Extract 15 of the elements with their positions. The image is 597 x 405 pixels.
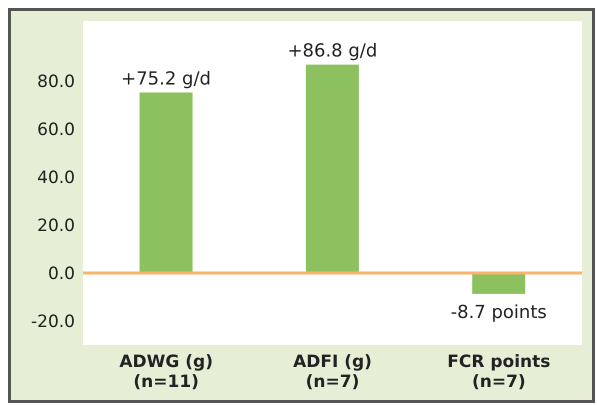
y-tick-label: 40.0 [37, 168, 75, 188]
y-tick-label: 80.0 [37, 72, 75, 92]
x-tick-label: FCR points (n=7) [447, 352, 550, 392]
x-tick-label: ADFI (g) (n=7) [293, 352, 372, 392]
y-tick-label: 0.0 [48, 264, 75, 284]
data-label: -8.7 points [450, 302, 547, 323]
y-tick-label: 60.0 [37, 120, 75, 140]
x-tick-label: ADWG (g) (n=11) [119, 352, 213, 392]
y-tick-label: 20.0 [37, 216, 75, 236]
bar [140, 92, 193, 273]
data-label: +75.2 g/d [121, 68, 211, 90]
y-tick-label: -20.0 [31, 312, 75, 332]
bar [472, 273, 526, 294]
bar [306, 64, 359, 273]
data-label: +86.8 g/d [287, 40, 378, 62]
